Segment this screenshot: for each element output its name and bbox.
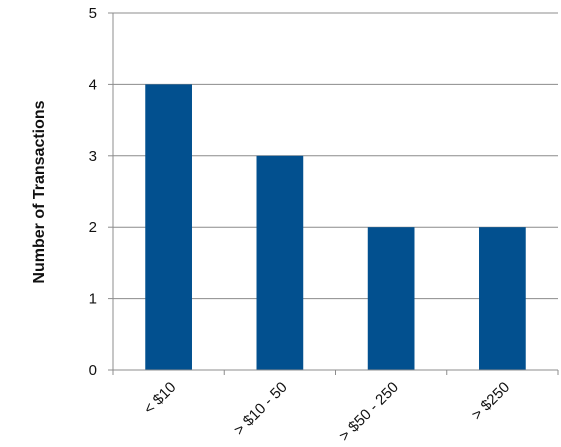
bars (145, 84, 526, 371)
x-tick-label: > $250 (468, 379, 513, 424)
x-tick-labels: < $10 > $10 - 50 > $50 - 250 > $250 (141, 379, 514, 445)
y-tick-label: 0 (89, 362, 97, 379)
y-tick-label: 1 (89, 291, 97, 308)
y-tick-label: 3 (89, 148, 97, 165)
bar (367, 227, 415, 370)
bar (256, 155, 304, 370)
bar (479, 227, 526, 370)
y-tick-label: 5 (89, 5, 97, 22)
y-tick-label: 4 (89, 76, 97, 93)
x-tick-label: > $10 - 50 (231, 379, 291, 439)
y-tick-label: 2 (89, 219, 97, 236)
x-tick-label: < $10 (141, 379, 180, 418)
y-tick-labels: 0 1 2 3 4 5 (89, 5, 97, 379)
x-tick-label: > $50 - 250 (336, 379, 402, 445)
bar (145, 84, 192, 371)
axes (108, 12, 559, 375)
y-axis-title: Number of Transactions (31, 100, 48, 283)
